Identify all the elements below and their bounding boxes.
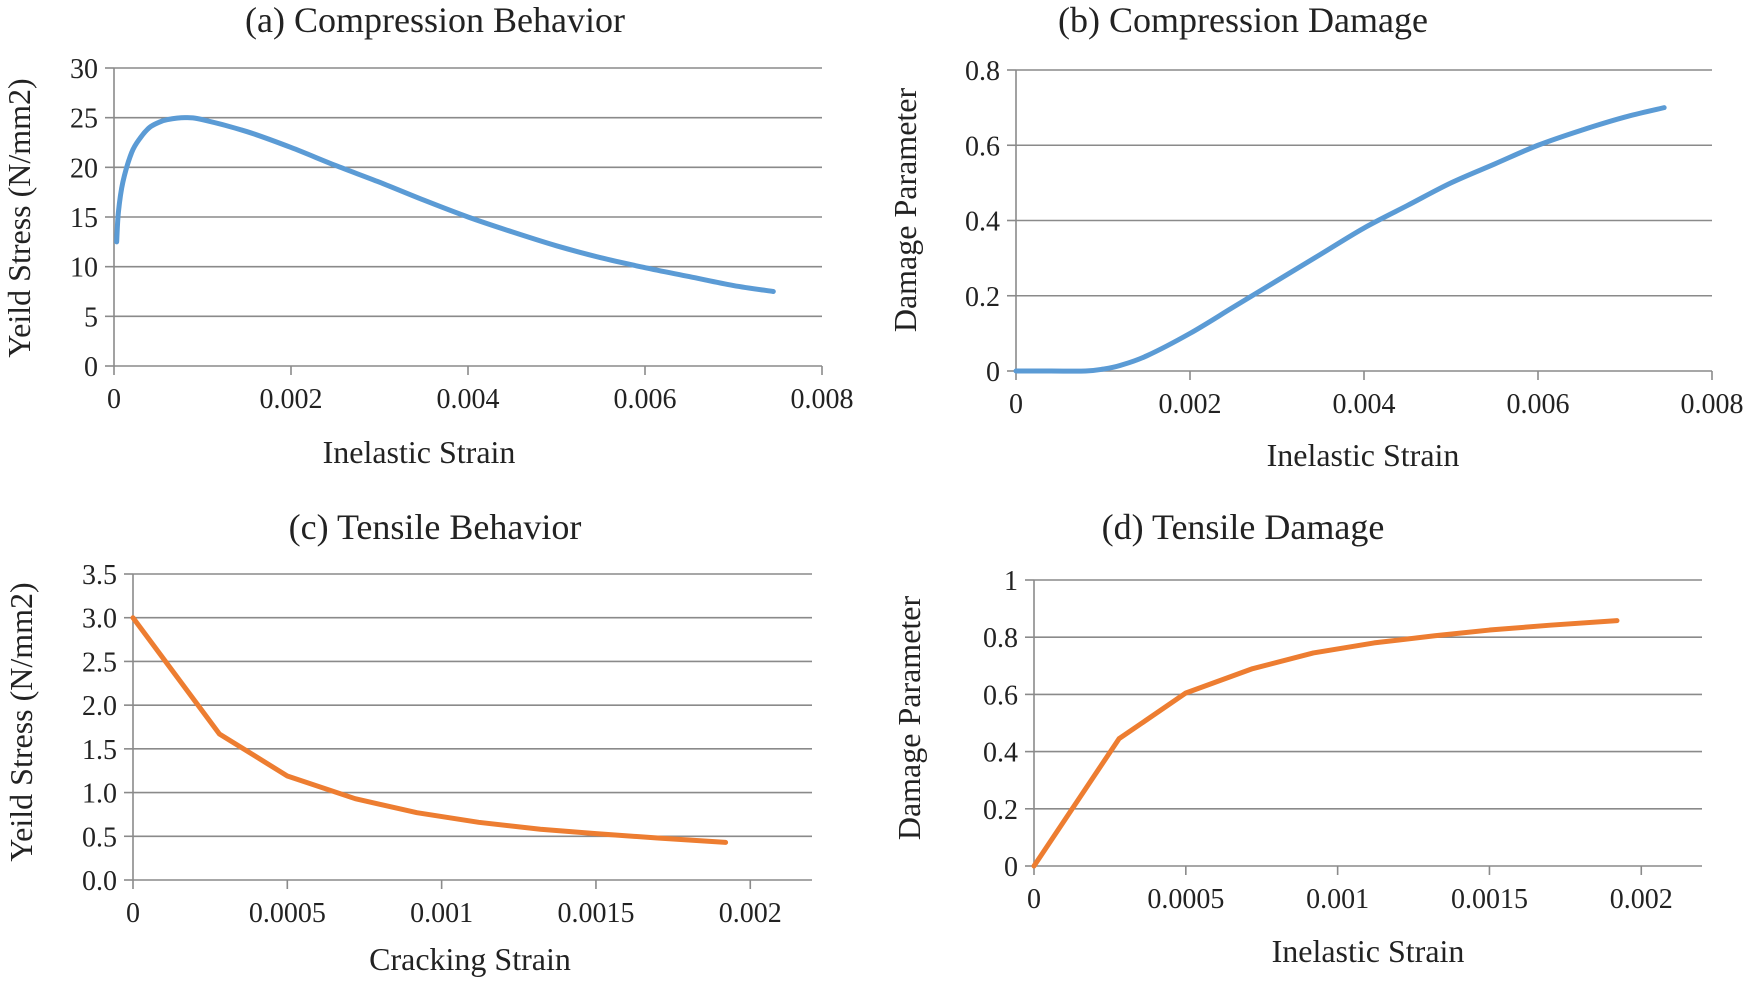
gridlines	[133, 573, 812, 838]
series-group	[114, 115, 776, 294]
y-tick-label: 0.4	[965, 207, 1000, 238]
x-axis-label: Inelastic Strain	[1267, 437, 1460, 473]
y-tick-label: 1.0	[82, 779, 117, 810]
x-axis-label: Inelastic Strain	[1272, 933, 1465, 969]
chart-title: (a) Compression Behavior	[245, 0, 625, 40]
y-tick-label: 0.2	[965, 282, 1000, 313]
y-tick-label: 10	[70, 253, 98, 284]
y-axis-label: Yeild Stress (N/mm2)	[3, 582, 39, 861]
chart-title: (c) Tensile Behavior	[289, 507, 582, 547]
x-tick-label: 0.0005	[1147, 884, 1224, 915]
x-tick-label: 0.004	[1333, 389, 1396, 420]
chart-title: (b) Compression Damage	[1058, 0, 1428, 40]
y-tick-label: 0.0	[82, 866, 117, 897]
y-tick-label: 0.4	[983, 738, 1018, 769]
x-tick-label: 0.0015	[557, 898, 634, 929]
y-tick-label: 0.6	[965, 131, 1000, 162]
series-line	[114, 115, 776, 294]
y-tick-label: 0.5	[82, 822, 117, 853]
series-line	[130, 615, 729, 845]
y-tick-label: 0	[986, 357, 1000, 388]
y-tick-label: 3.0	[82, 604, 117, 635]
y-tick-label: 2.0	[82, 691, 117, 722]
x-tick-label: 0	[1009, 389, 1023, 420]
y-tick-label: 20	[70, 153, 98, 184]
x-tick-label: 0.001	[1306, 884, 1369, 915]
x-ticks: 0 0.0005 0.001 0.0015 0.002	[126, 880, 782, 929]
x-tick-label: 0.0015	[1451, 884, 1528, 915]
panel-compression-damage: (b) Compression Damage 0 0.002 0.004 0.006 0…	[887, 0, 1744, 473]
y-tick-label: 0.6	[983, 680, 1018, 711]
y-tick-label: 30	[70, 54, 98, 85]
gridlines	[1016, 69, 1712, 297]
series-group	[1031, 618, 1620, 869]
x-tick-label: 0.002	[260, 384, 323, 415]
y-tick-label: 0	[84, 352, 98, 383]
panel-tensile-damage: (d) Tensile Damage 0 0.0005 0.001 0.0015 0.0…	[891, 507, 1702, 969]
y-tick-label: 1.5	[82, 735, 117, 766]
y-tick-label: 1	[1004, 566, 1018, 597]
y-ticks: 0 0.2 0.4 0.6 0.8	[965, 56, 1016, 388]
series-group	[1013, 105, 1667, 374]
series-line	[1031, 618, 1620, 869]
x-tick-label: 0.008	[1681, 389, 1744, 420]
y-tick-label: 3.5	[82, 560, 117, 591]
y-tick-label: 0.8	[965, 56, 1000, 87]
y-tick-label: 5	[84, 302, 98, 333]
y-tick-label: 0.2	[983, 795, 1018, 826]
chart-title: (d) Tensile Damage	[1102, 507, 1385, 547]
y-ticks: 0 5 10 15 20 25 30	[70, 54, 114, 383]
x-tick-label: 0	[126, 898, 140, 929]
panel-tensile-behavior: (c) Tensile Behavior 0 0.0005 0.001 0.0015 0…	[3, 507, 812, 977]
y-tick-label: 0	[1004, 852, 1018, 883]
y-tick-label: 2.5	[82, 647, 117, 678]
gridlines	[114, 67, 822, 318]
x-ticks: 0 0.002 0.004 0.006 0.008	[107, 366, 854, 415]
y-axis-label: Yeild Stress (N/mm2)	[1, 78, 37, 357]
x-tick-label: 0.008	[791, 384, 854, 415]
panel-compression-behavior: (a) Compression Behavior 0 0.002 0.004 0.00…	[1, 0, 854, 470]
x-tick-label: 0.002	[1610, 884, 1673, 915]
x-tick-label: 0.0005	[249, 898, 326, 929]
y-axis-label: Damage Parameter	[887, 88, 923, 333]
x-tick-label: 0.002	[719, 898, 782, 929]
x-ticks: 0 0.0005 0.001 0.0015 0.002	[1027, 866, 1673, 915]
x-tick-label: 0.004	[437, 384, 500, 415]
x-axis-label: Inelastic Strain	[323, 434, 516, 470]
series-line	[1013, 105, 1667, 374]
y-ticks: 0.0 0.5 1.0 1.5 2.0 2.5 3.0 3.5	[82, 560, 133, 897]
y-ticks: 0 0.2 0.4 0.6 0.8 1	[983, 566, 1034, 883]
y-axis-label: Damage Parameter	[891, 596, 927, 841]
x-tick-label: 0.002	[1159, 389, 1222, 420]
y-tick-label: 25	[70, 104, 98, 135]
x-tick-label: 0.001	[410, 898, 473, 929]
x-tick-label: 0.006	[1507, 389, 1570, 420]
x-axis-label: Cracking Strain	[369, 941, 571, 977]
series-group	[130, 615, 729, 845]
x-tick-label: 0	[1027, 884, 1041, 915]
gridlines	[1034, 579, 1702, 810]
y-tick-label: 15	[70, 203, 98, 234]
x-tick-label: 0	[107, 384, 121, 415]
x-tick-label: 0.006	[614, 384, 677, 415]
y-tick-label: 0.8	[983, 623, 1018, 654]
x-ticks: 0 0.002 0.004 0.006 0.008	[1009, 371, 1744, 420]
